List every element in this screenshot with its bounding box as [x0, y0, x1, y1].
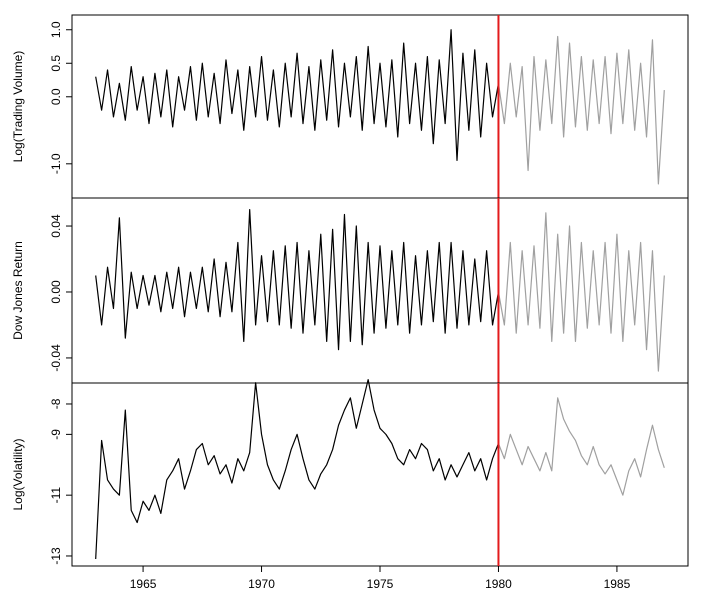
y-tick-label: -11 — [49, 487, 63, 504]
y-tick-label: 0.5 — [49, 55, 63, 72]
y-tick-label: -13 — [49, 547, 63, 565]
y-tick-label: -0.04 — [49, 344, 63, 372]
y-tick-label: 1.0 — [49, 21, 63, 38]
series-line — [497, 35, 665, 185]
series-line — [497, 212, 665, 372]
y-axis-label: Log(Trading Volume) — [11, 51, 25, 163]
y-tick-label: 0.00 — [49, 280, 63, 304]
plot-frame — [71, 382, 689, 567]
y-axis-label: Log(Volatility) — [11, 438, 25, 510]
x-tick-label: 1980 — [485, 577, 512, 591]
x-tick-label: 1970 — [248, 577, 275, 591]
series-line — [95, 208, 500, 351]
y-tick-label: -8 — [49, 398, 63, 409]
series-line — [497, 397, 665, 496]
series-line — [95, 379, 500, 560]
x-tick-label: 1965 — [130, 577, 157, 591]
x-tick-label: 1975 — [367, 577, 394, 591]
y-axis-label: Dow Jones Return — [11, 241, 25, 340]
y-tick-label: -9 — [49, 429, 63, 440]
y-tick-label: 0.0 — [49, 88, 63, 105]
y-tick-label: -1.0 — [49, 153, 63, 174]
plot-frame — [71, 14, 689, 199]
y-tick-label: 0.04 — [49, 214, 63, 238]
series-line — [95, 29, 500, 162]
x-tick-label: 1985 — [604, 577, 631, 591]
